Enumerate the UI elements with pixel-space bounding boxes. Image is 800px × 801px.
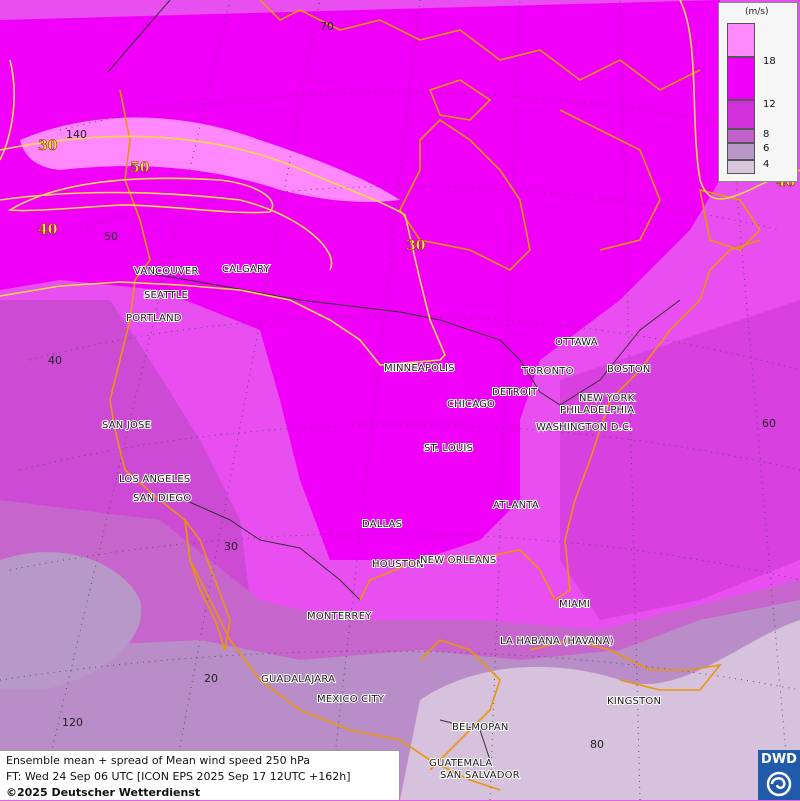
contour-label-40-west: 40 xyxy=(38,222,58,238)
contour-label-50: 50 xyxy=(130,160,150,176)
legend-swatch-18 xyxy=(727,57,755,100)
contour-label-30-center: 30 xyxy=(406,238,426,254)
legend-swatch-6 xyxy=(727,143,755,160)
city-san-diego: SAN DIEGO xyxy=(133,493,191,504)
city-san-salvador: SAN SALVADOR xyxy=(440,770,520,781)
city-kingston: KINGSTON xyxy=(607,696,661,707)
contour-label-30-west: 30 xyxy=(38,138,58,154)
city-minneapolis: MINNEAPOLIS xyxy=(384,363,455,374)
city-belmopan: BELMOPAN xyxy=(452,722,509,733)
city-ottawa: OTTAWA xyxy=(555,337,598,348)
legend-unit: (m/s) xyxy=(745,7,769,17)
city-la-habana: LA HABANA (HAVANA) xyxy=(500,636,614,647)
grid-label-lat-30: 30 xyxy=(224,540,238,553)
grid-label-lon-120: 120 xyxy=(62,716,83,729)
legend-swatch-12 xyxy=(727,100,755,129)
legend-swatch-4 xyxy=(727,160,755,174)
city-los-angeles: LOS ANGELES xyxy=(119,474,190,485)
city-vancouver: VANCOUVER xyxy=(134,266,199,277)
dwd-logo-text: DWD xyxy=(761,752,797,767)
city-san-jose: SAN JOSE xyxy=(102,420,151,431)
grid-label-lat-20: 20 xyxy=(204,672,218,685)
dwd-swirl-icon xyxy=(766,771,792,797)
dwd-logo: DWD xyxy=(758,750,800,800)
city-detroit: DETROIT xyxy=(492,387,538,398)
grid-label-lon-70: 70 xyxy=(320,20,334,33)
legend-swatch-top xyxy=(727,23,755,57)
color-legend: (m/s) 18 12 8 6 4 xyxy=(718,2,798,182)
city-labels: VANCOUVER CALGARY SEATTLE PORTLAND MINNE… xyxy=(101,263,662,782)
map-caption: Ensemble mean + spread of Mean wind spee… xyxy=(0,750,400,800)
city-calgary: CALGARY xyxy=(222,264,270,275)
legend-tick-6: 6 xyxy=(763,143,770,154)
caption-copyright: ©2025 Deutscher Wetterdienst xyxy=(6,786,201,799)
city-toronto: TORONTO xyxy=(521,366,574,377)
legend-tick-4: 4 xyxy=(763,159,770,170)
city-dallas: DALLAS xyxy=(362,519,402,530)
grid-label-lat-50: 50 xyxy=(104,230,118,243)
country-borders xyxy=(107,0,681,761)
grid-label-lon-140: 140 xyxy=(66,128,87,141)
city-mexico-city: MEXICO CITY xyxy=(317,694,385,705)
south-weakest-region xyxy=(400,620,800,800)
coastlines xyxy=(109,0,762,791)
city-houston: HOUSTON xyxy=(372,559,424,570)
city-miami: MIAMI xyxy=(559,599,590,610)
legend-tick-18: 18 xyxy=(763,56,776,67)
legend-tick-12: 12 xyxy=(763,99,776,110)
grid-label-lon-80: 80 xyxy=(590,738,604,751)
city-washington: WASHINGTON D.C. xyxy=(536,422,633,433)
city-philadelphia: PHILADELPHIA xyxy=(560,405,634,416)
caption-title: Ensemble mean + spread of Mean wind spee… xyxy=(6,754,310,767)
city-st-louis: ST. LOUIS xyxy=(424,443,473,454)
grid-label-lat-40: 40 xyxy=(48,354,62,367)
west-weak-patch xyxy=(0,552,142,690)
legend-tick-8: 8 xyxy=(763,129,770,140)
city-portland: PORTLAND xyxy=(126,313,182,324)
legend-swatch-8 xyxy=(727,129,755,143)
city-guadalajara: GUADALAJARA xyxy=(261,674,335,685)
isotach-contours xyxy=(0,0,800,366)
city-new-orleans: NEW ORLEANS xyxy=(420,555,496,566)
city-guatemala: GUATEMALA xyxy=(429,758,492,769)
jet-max-band xyxy=(20,117,400,202)
east-atlantic-region xyxy=(560,300,800,620)
city-chicago: CHICAGO xyxy=(447,399,495,410)
caption-forecast-time: FT: Wed 24 Sep 06 UTC [ICON EPS 2025 Sep… xyxy=(6,770,351,783)
grid-label-lat-60-east: 60 xyxy=(762,417,776,430)
city-atlanta: ATLANTA xyxy=(493,500,539,511)
city-new-york: NEW YORK xyxy=(579,393,635,404)
city-monterrey: MONTERREY xyxy=(307,611,372,622)
city-boston: BOSTON xyxy=(607,364,651,375)
city-seattle: SEATTLE xyxy=(144,290,188,301)
